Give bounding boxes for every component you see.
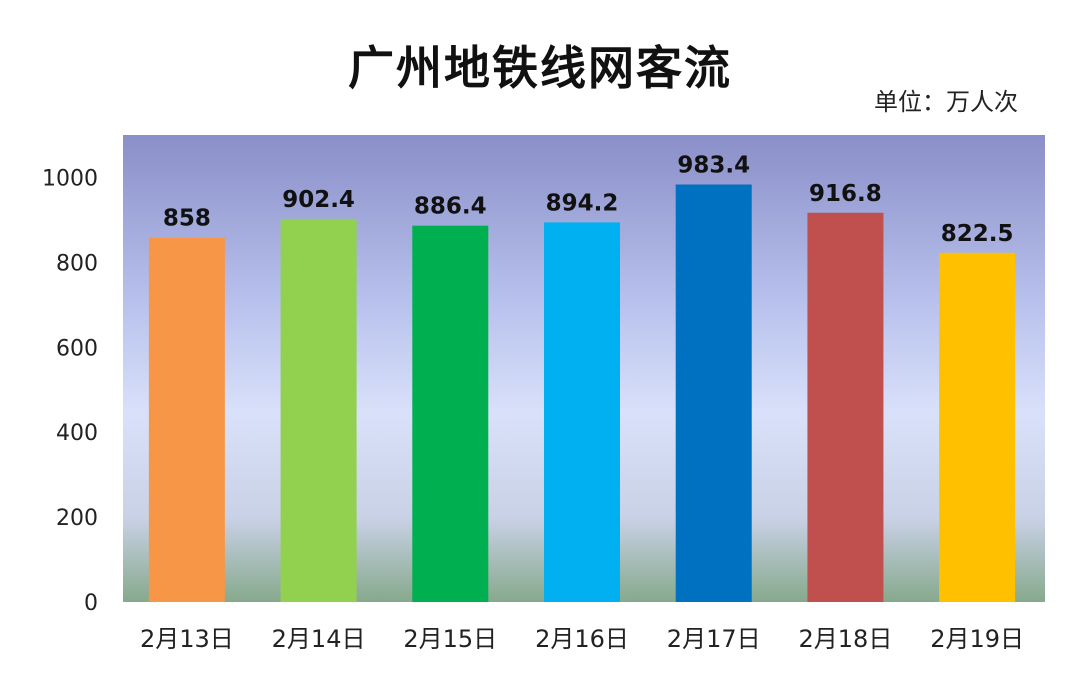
bar <box>412 225 489 602</box>
bar <box>280 218 357 602</box>
x-category-label: 2月18日 <box>799 625 893 653</box>
x-category-label: 2月13日 <box>140 625 234 653</box>
x-category-label: 2月17日 <box>667 625 761 653</box>
data-label: 983.4 <box>677 153 750 179</box>
y-tick-label: 0 <box>84 591 98 616</box>
y-tick-label: 600 <box>56 336 98 361</box>
bar <box>807 212 884 602</box>
data-label: 894.2 <box>546 190 619 216</box>
bar <box>675 184 752 602</box>
y-tick-label: 400 <box>56 421 98 446</box>
x-category-label: 2月14日 <box>272 625 366 653</box>
unit-label: 单位：万人次 <box>874 88 1018 116</box>
bar <box>148 237 225 603</box>
x-category-label: 2月19日 <box>930 625 1024 653</box>
data-label: 822.5 <box>941 221 1014 247</box>
data-label: 902.4 <box>282 187 355 213</box>
data-label: 886.4 <box>414 194 487 220</box>
y-tick-label: 200 <box>56 506 98 531</box>
bar <box>544 222 620 602</box>
x-category-label: 2月16日 <box>535 625 629 653</box>
data-label: 858 <box>163 206 211 232</box>
bar <box>939 252 1016 602</box>
data-label: 916.8 <box>809 181 882 207</box>
y-tick-label: 1000 <box>42 166 98 191</box>
x-category-label: 2月15日 <box>403 625 497 653</box>
chart-title: 广州地铁线网客流 <box>348 41 732 95</box>
y-tick-label: 800 <box>56 251 98 276</box>
